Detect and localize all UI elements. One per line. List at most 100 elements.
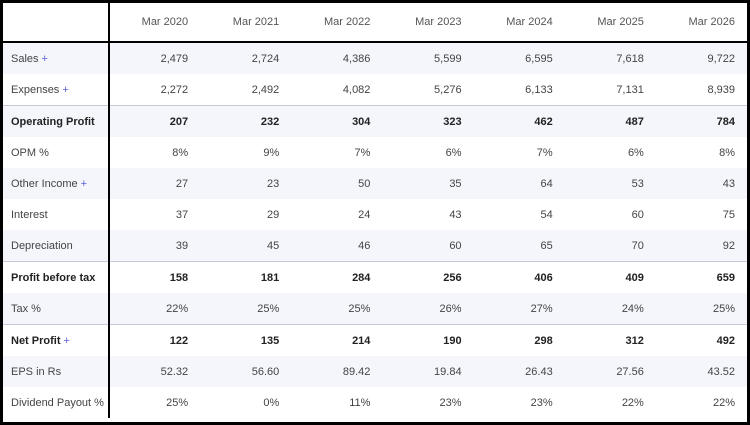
row-label-cell[interactable]: Net Profit +: [3, 324, 110, 356]
value-cell: 2,492: [251, 83, 280, 96]
value-cell: 43: [655, 168, 747, 199]
value-cell: 6,595: [473, 42, 565, 74]
header-corner-cell: [3, 3, 110, 43]
table-row: Expenses +2,272 2,492 4,082 5,276 6,133 7,131 8…: [3, 74, 747, 106]
value-cell: 22%: [712, 396, 735, 409]
value-cell: 50: [291, 168, 383, 199]
value-cell: 462: [473, 105, 565, 137]
value-cell: 54: [540, 208, 553, 221]
table-row: OPM % 8% 9% 7% 6% 7% 6% 8%: [3, 137, 747, 168]
value-cell: 70: [564, 230, 656, 262]
row-label-cell[interactable]: Other Income +: [3, 168, 110, 199]
value-cell: 25%: [655, 293, 747, 325]
value-cell: 5,276: [434, 83, 462, 96]
column-header: Mar 2024: [473, 3, 565, 43]
value-cell: 5,599: [382, 42, 474, 74]
value-cell: 6%: [445, 146, 462, 159]
table-row: EPS in Rs 52.32 56.60 89.42 19.84 26.43 27.56 4…: [3, 356, 747, 387]
value-cell: 298: [473, 324, 565, 356]
table-row: Profit before tax 158 181 284 256 406 409 659: [3, 261, 747, 293]
value-cell: 26%: [382, 293, 474, 325]
value-cell: 46: [291, 230, 383, 262]
value-cell: 232: [200, 105, 292, 137]
column-header: Mar 2022: [291, 3, 383, 43]
value-cell: 23: [200, 168, 292, 199]
column-header: Mar 2026: [655, 3, 747, 43]
value-cell: 92: [655, 230, 747, 262]
value-cell: 2,479: [109, 42, 201, 74]
value-cell: 27%: [473, 293, 565, 325]
value-cell: 75: [722, 208, 735, 221]
value-cell: 35: [382, 168, 474, 199]
row-label: Tax %: [11, 302, 41, 315]
value-cell: 53: [564, 168, 656, 199]
value-cell: 64: [473, 168, 565, 199]
value-cell: 89.42: [291, 356, 383, 387]
value-cell: 8%: [719, 146, 735, 159]
row-label: Sales: [11, 52, 39, 65]
value-cell: 256: [382, 261, 474, 293]
expand-plus-icon[interactable]: +: [63, 334, 70, 347]
row-label-cell: Interest: [3, 199, 110, 230]
table-row: Tax % 22% 25% 25% 26% 27% 24% 25%: [3, 293, 747, 325]
value-cell: 304: [291, 105, 383, 137]
expand-plus-icon[interactable]: +: [41, 52, 48, 65]
table-header-row: Mar 2020 Mar 2021 Mar 2022 Mar 2023 Mar 2024…: [3, 3, 747, 43]
row-label-cell: EPS in Rs: [3, 356, 110, 387]
value-cell: 45: [200, 230, 292, 262]
row-label: OPM %: [11, 146, 49, 159]
value-cell: 2,724: [200, 42, 292, 74]
value-cell: 2,272: [160, 83, 189, 96]
value-cell: 25%: [200, 293, 292, 325]
value-cell: 312: [564, 324, 656, 356]
value-cell: 323: [382, 105, 474, 137]
value-cell: 207: [109, 105, 201, 137]
value-cell: 22%: [109, 293, 201, 325]
value-cell: 29: [267, 208, 280, 221]
table-row: Dividend Payout % 25% 0% 11% 23% 23% 22% 22%: [3, 387, 747, 418]
value-cell: 7,618: [564, 42, 656, 74]
row-label: Expenses: [11, 83, 60, 96]
value-cell: 52.32: [109, 356, 201, 387]
value-cell: 11%: [349, 396, 371, 409]
value-cell: 0%: [263, 396, 280, 409]
value-cell: 22%: [621, 396, 644, 409]
value-cell: 122: [109, 324, 201, 356]
row-label-cell[interactable]: Expenses +: [3, 74, 110, 106]
table-row: Operating Profit 207 232 304 323 462 487 784: [3, 105, 747, 137]
expand-plus-icon[interactable]: +: [62, 83, 69, 96]
value-cell: 784: [655, 105, 747, 137]
profit-loss-table: Mar 2020 Mar 2021 Mar 2022 Mar 2023 Mar 2024…: [3, 3, 747, 418]
value-cell: 8%: [172, 146, 189, 159]
value-cell: 7%: [354, 146, 371, 159]
value-cell: 9%: [263, 146, 280, 159]
value-cell: 27: [109, 168, 201, 199]
value-cell: 24%: [564, 293, 656, 325]
value-cell: 65: [473, 230, 565, 262]
value-cell: 492: [655, 324, 747, 356]
value-cell: 181: [200, 261, 292, 293]
row-label: Depreciation: [11, 239, 73, 252]
value-cell: 60: [631, 208, 644, 221]
value-cell: 6,133: [525, 83, 553, 96]
value-cell: 158: [109, 261, 201, 293]
table-row: Net Profit +122 135 214 190 298 312 492: [3, 324, 747, 356]
value-cell: 23%: [439, 396, 462, 409]
row-label-cell[interactable]: Sales +: [3, 42, 110, 74]
row-label: Other Income: [11, 177, 78, 190]
value-cell: 25%: [291, 293, 383, 325]
row-label-cell: Depreciation: [3, 230, 110, 262]
value-cell: 135: [200, 324, 292, 356]
row-label: Profit before tax: [11, 271, 96, 284]
row-label: EPS in Rs: [11, 365, 62, 378]
value-cell: 214: [291, 324, 383, 356]
value-cell: 8,939: [707, 83, 735, 96]
value-cell: 25%: [166, 396, 189, 409]
row-label-cell: Profit before tax: [3, 261, 110, 293]
row-label: Interest: [11, 208, 48, 221]
value-cell: 284: [291, 261, 383, 293]
row-label-cell: Operating Profit: [3, 105, 110, 137]
expand-plus-icon[interactable]: +: [80, 177, 88, 190]
value-cell: 39: [109, 230, 201, 262]
value-cell: 409: [564, 261, 656, 293]
